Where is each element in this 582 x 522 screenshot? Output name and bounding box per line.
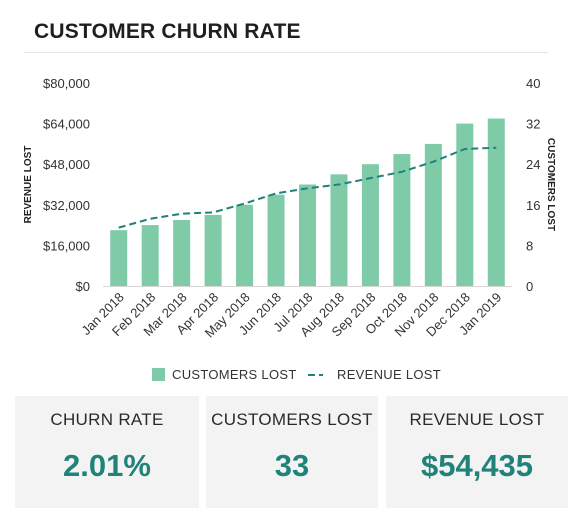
bar-customers-lost <box>299 184 316 286</box>
kpi-card-customers-lost: CUSTOMERS LOST 33 <box>206 396 378 508</box>
y-axis-title-left: REVENUE LOST <box>23 146 34 224</box>
bar-customers-lost <box>330 174 348 286</box>
bar-customers-lost <box>487 118 505 287</box>
y-tick-label-right: 8 <box>526 238 533 253</box>
bar-customers-lost <box>236 204 254 286</box>
kpi-value: 2.01% <box>63 448 151 483</box>
bar-customers-lost <box>204 214 222 286</box>
line-revenue-lost <box>118 146 497 229</box>
y-tick-label-left: $48,000 <box>43 157 90 172</box>
bar-customers-lost <box>361 164 379 286</box>
y-tick-label-right: 32 <box>526 117 540 132</box>
kpi-card-churn-rate: CHURN RATE 2.01% <box>15 396 199 508</box>
legend-item-revenue: REVENUE LOST <box>308 367 441 382</box>
churn-chart: $0 $16,000 $32,000 $48,000 $64,000 $80,000 0 8 1… <box>23 76 556 340</box>
kpi-value: $54,435 <box>420 448 534 483</box>
bar-customers-lost <box>110 230 128 286</box>
y-tick-label-right: 0 <box>526 279 533 294</box>
kpi-label: CHURN RATE <box>50 410 164 429</box>
legend-label-revenue: REVENUE LOST <box>337 367 442 382</box>
y-tick-label-left: $0 <box>76 279 90 294</box>
bar-customers-lost <box>393 154 411 286</box>
legend-swatch-dash <box>308 368 332 381</box>
y-tick-label-left: $64,000 <box>43 117 90 132</box>
kpi-label: CUSTOMERS LOST <box>211 410 373 429</box>
chart-title: CUSTOMER CHURN RATE <box>34 20 301 43</box>
y-tick-label-left: $80,000 <box>43 76 90 91</box>
bar-customers-lost <box>267 194 285 286</box>
y-tick-label-left: $16,000 <box>43 238 90 253</box>
y-axis-title-right: CUSTOMERS LOST <box>545 138 556 231</box>
y-tick-label-right: 24 <box>526 157 540 172</box>
bar-customers-lost <box>141 225 159 286</box>
bar-customers-lost <box>424 143 442 286</box>
kpi-card-revenue-lost: REVENUE LOST $54,435 <box>386 396 568 508</box>
y-tick-label-left: $32,000 <box>43 198 90 213</box>
kpi-value: 33 <box>274 448 310 483</box>
title-divider <box>24 52 548 53</box>
y-tick-label-right: 40 <box>526 76 540 91</box>
legend-label-customers: CUSTOMERS LOST <box>172 367 297 382</box>
y-tick-label-right: 16 <box>526 198 540 213</box>
legend-swatch-bar <box>152 368 165 381</box>
bar-customers-lost <box>173 220 191 286</box>
kpi-label: REVENUE LOST <box>409 410 545 429</box>
legend-item-customers: CUSTOMERS LOST <box>152 367 297 382</box>
bar-customers-lost <box>456 123 474 286</box>
